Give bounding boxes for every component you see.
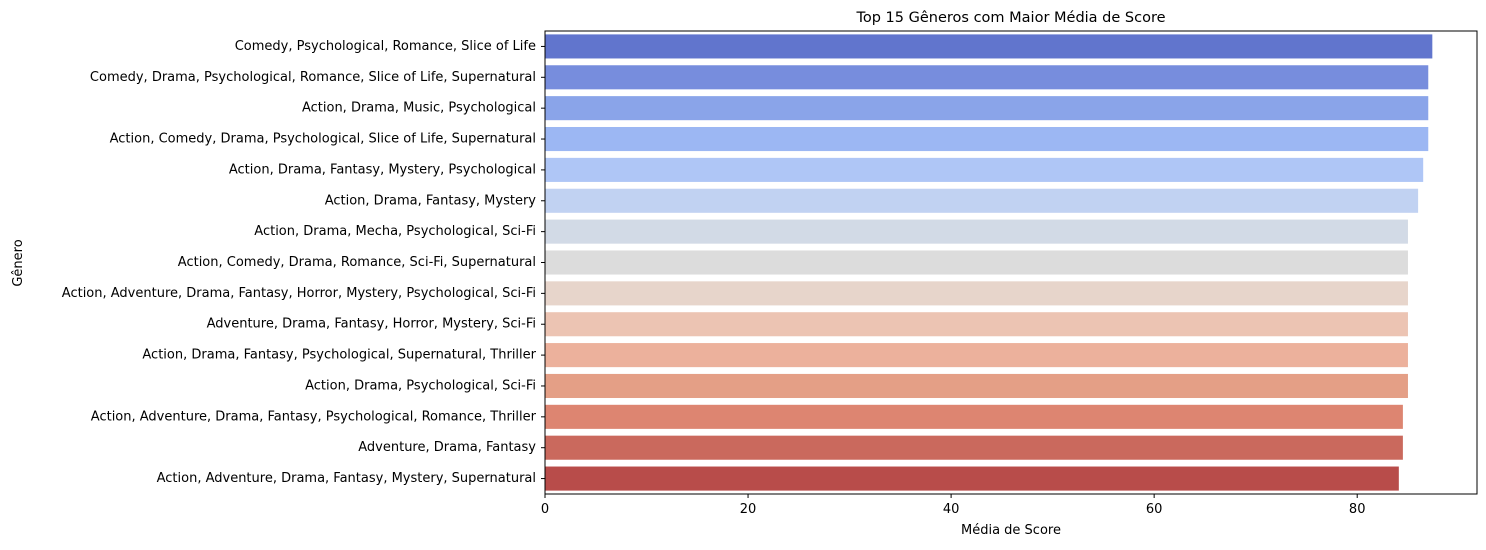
y-axis-label: Gênero	[11, 239, 26, 286]
x-tick-label: 40	[943, 502, 960, 517]
y-tick-label: Action, Drama, Fantasy, Psychological, S…	[142, 348, 536, 363]
y-tick-labels: Comedy, Psychological, Romance, Slice of…	[62, 39, 545, 486]
x-tick-label: 0	[541, 502, 549, 517]
x-tick-labels: 0 20 40 60 80	[541, 494, 1366, 517]
bar	[545, 312, 1408, 337]
bar	[545, 219, 1408, 244]
bar	[545, 65, 1429, 90]
y-tick-label: Action, Adventure, Drama, Fantasy, Psych…	[91, 409, 537, 424]
x-tick-label: 20	[740, 502, 757, 517]
y-tick-label: Action, Drama, Fantasy, Mystery	[325, 193, 537, 208]
y-tick-label: Action, Drama, Mecha, Psychological, Sci…	[254, 224, 536, 239]
y-tick-label: Action, Drama, Psychological, Sci-Fi	[305, 378, 536, 393]
bar	[545, 250, 1408, 275]
y-tick-label: Action, Comedy, Drama, Romance, Sci-Fi, …	[178, 255, 536, 270]
bar	[545, 34, 1433, 59]
bars-layer	[545, 34, 1433, 491]
y-tick-label: Comedy, Psychological, Romance, Slice of…	[235, 39, 536, 54]
bar	[545, 157, 1424, 182]
y-tick-label: Action, Adventure, Drama, Fantasy, Myste…	[157, 471, 536, 486]
bar	[545, 373, 1408, 399]
bar	[545, 466, 1399, 491]
y-tick-label: Comedy, Drama, Psychological, Romance, S…	[90, 70, 536, 85]
x-tick-label: 80	[1349, 502, 1366, 517]
bar	[545, 435, 1403, 460]
y-tick-label: Action, Comedy, Drama, Psychological, Sl…	[110, 132, 536, 147]
x-axis-label: Média de Score	[961, 523, 1061, 538]
y-tick-label: Action, Drama, Fantasy, Mystery, Psychol…	[229, 162, 536, 177]
y-tick-label: Action, Drama, Music, Psychological	[302, 101, 536, 116]
y-tick-label: Adventure, Drama, Fantasy	[358, 440, 536, 455]
y-tick-label: Action, Adventure, Drama, Fantasy, Horro…	[62, 286, 536, 301]
bar	[545, 281, 1408, 306]
bar	[545, 404, 1403, 429]
plot-frame	[544, 30, 1478, 495]
y-tick-label: Adventure, Drama, Fantasy, Horror, Myste…	[207, 317, 536, 332]
bar	[545, 343, 1408, 368]
bar	[545, 188, 1419, 213]
bar	[545, 126, 1429, 152]
chart-title: Top 15 Gêneros com Maior Média de Score	[855, 10, 1165, 26]
bar	[545, 96, 1429, 121]
x-tick-label: 60	[1146, 502, 1163, 517]
